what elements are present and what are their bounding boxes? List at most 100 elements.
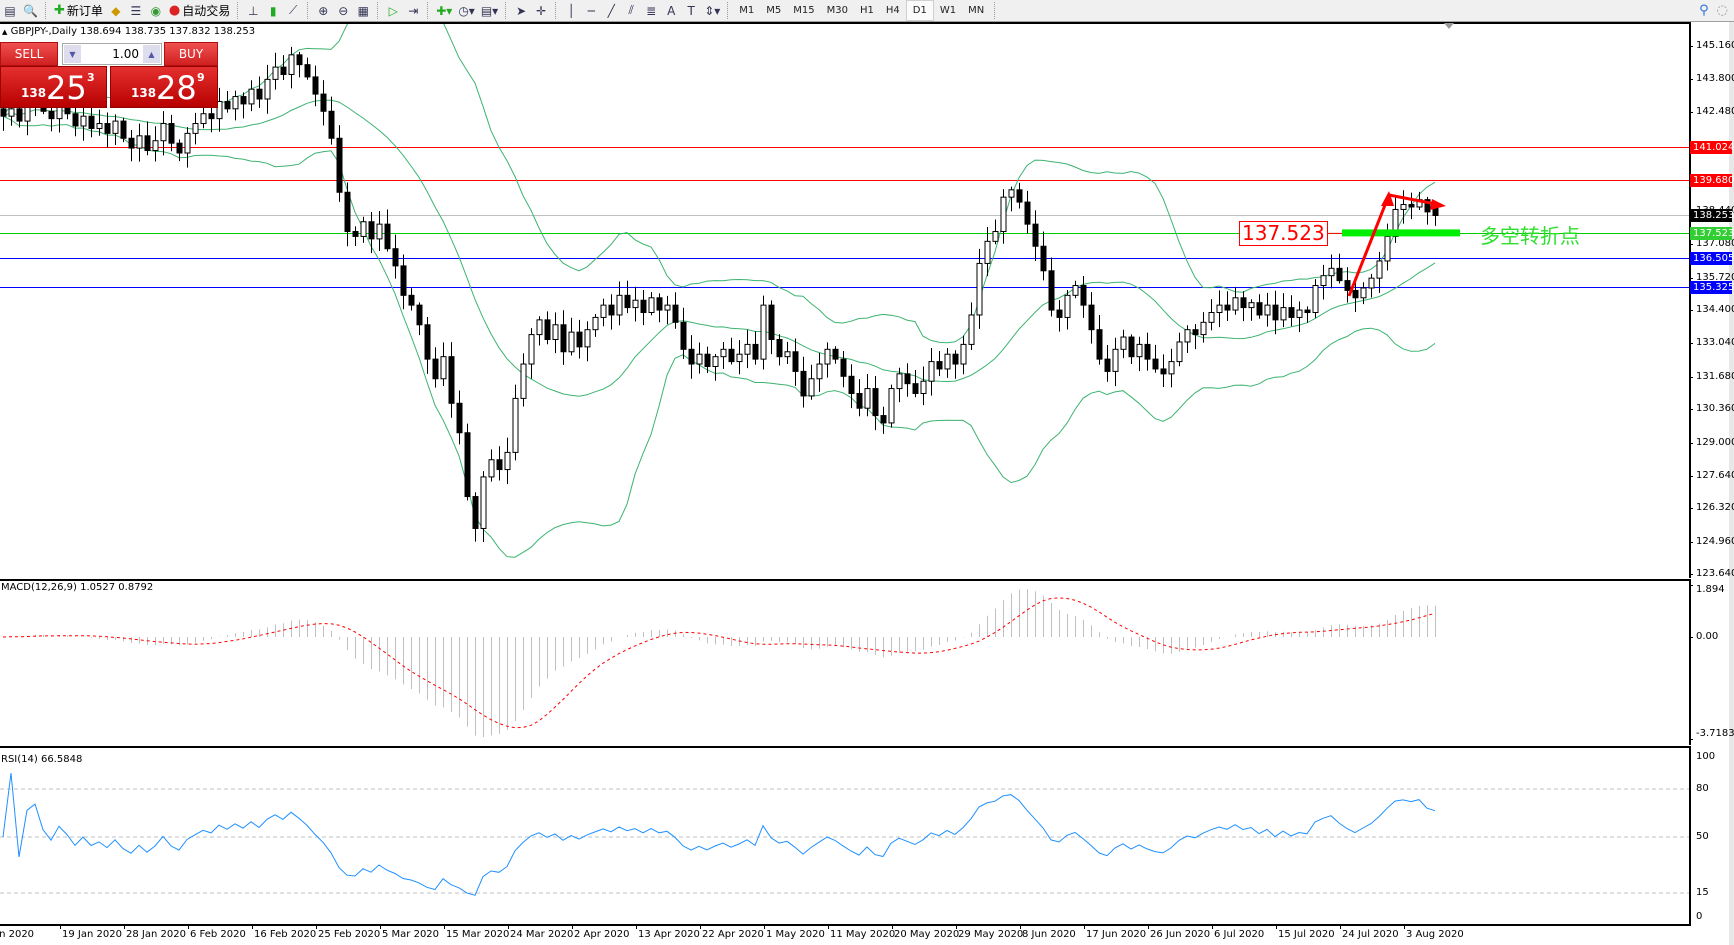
candle-bear-body (120, 120, 127, 139)
timeframe-m5[interactable]: M5 (766, 5, 782, 16)
profiles-icon[interactable]: 🔍 (23, 3, 38, 18)
buy-price-prefix: 138 (131, 86, 157, 100)
pivot-level-label[interactable]: 137.523 (1239, 221, 1328, 246)
one-click-trading-panel: SELL ▼ 1.00 ▲ BUY 138 25 3 138 28 9 (0, 42, 218, 108)
navigator-icon[interactable]: ☰ (130, 3, 142, 18)
candle-bull-body (1320, 275, 1327, 287)
trendline-icon[interactable]: ╱ (607, 3, 615, 18)
sell-button[interactable]: SELL (0, 42, 58, 66)
time-axis-tick (572, 925, 573, 929)
cursor-icon[interactable]: ➤ (516, 3, 527, 18)
lot-decrease-icon[interactable]: ▼ (64, 45, 81, 63)
price-label-135.325[interactable]: 135.325 (1690, 280, 1734, 294)
auto-trading-button[interactable]: ● 自动交易 (166, 1, 233, 20)
timeframe-h4[interactable]: H4 (885, 5, 900, 16)
chart-title: ▲ GBPJPY-,Daily 138.694 138.735 137.832 … (2, 26, 255, 37)
candle-bull-body (1360, 287, 1367, 299)
zoom-in-icon[interactable]: ⊕ (318, 3, 329, 18)
candle (960, 335, 967, 375)
periods-clock-icon[interactable]: ◷▾ (458, 3, 475, 18)
candle (1200, 312, 1207, 343)
candle-bull-body (216, 100, 223, 120)
candle (1040, 231, 1047, 281)
timeframe-m1[interactable]: M1 (739, 5, 755, 16)
timeframe-mn[interactable]: MN (968, 5, 985, 16)
equidistant-channel-icon[interactable]: ⫽ (628, 3, 634, 17)
time-axis-label: 15 Mar 2020 (446, 929, 510, 940)
candle-bear-body (224, 100, 231, 110)
candle-bull-body (184, 132, 191, 154)
tile-windows-icon[interactable]: ▦ (357, 3, 369, 18)
candle-bull-body (720, 348, 727, 358)
candle (688, 335, 695, 379)
time-axis-label: 20 May 2020 (894, 929, 960, 940)
timeframe-m30[interactable]: M30 (826, 5, 848, 16)
candle (1320, 264, 1327, 300)
line-chart-icon[interactable]: ⟋ (289, 3, 298, 17)
candle-bull-body (552, 324, 559, 340)
vertical-line-icon[interactable]: │ (567, 3, 575, 18)
lot-size-value[interactable]: 1.00 (112, 47, 139, 61)
candle-bull-body (96, 123, 103, 129)
timeframe-m15[interactable]: M15 (793, 5, 815, 16)
candle-bear-body (280, 66, 287, 75)
candle-bear-body (1192, 329, 1199, 336)
pivot-annotation-text[interactable]: 多空转折点 (1480, 224, 1580, 248)
price-axis-tick (1689, 508, 1693, 510)
macd-chart[interactable] (0, 581, 1689, 744)
search-icon[interactable]: ⚲ (1699, 3, 1709, 18)
candle-bear-body (72, 113, 79, 127)
timeframe-w1[interactable]: W1 (939, 5, 957, 16)
rsi-chart[interactable] (0, 748, 1689, 924)
timeframe-h1[interactable]: H1 (859, 5, 874, 16)
indicators-icon[interactable]: ✚▾ (436, 3, 453, 18)
chat-icon[interactable]: ◌ (1716, 3, 1728, 18)
price-label-138.253[interactable]: 138.253 (1690, 208, 1734, 222)
signals-icon[interactable]: ◉ (150, 3, 162, 18)
candle (520, 353, 527, 407)
price-label-141.024[interactable]: 141.024 (1690, 140, 1734, 154)
buy-price[interactable]: 138 28 9 (110, 66, 218, 108)
templates-icon[interactable]: ▤▾ (480, 3, 499, 18)
candle (616, 281, 623, 326)
price-label-137.523[interactable]: 137.523 (1690, 226, 1734, 240)
lot-increase-icon[interactable]: ▲ (143, 45, 160, 63)
bar-chart-icon[interactable]: ⊥ (248, 3, 259, 18)
fibonacci-icon[interactable]: ≣ (646, 3, 657, 18)
candle (1400, 190, 1407, 224)
candle (312, 65, 319, 107)
arrows-icon[interactable]: ⇕▾ (704, 3, 721, 18)
chart-shift-marker-icon[interactable] (1444, 23, 1454, 29)
text-icon[interactable]: A (667, 3, 676, 18)
main-chart[interactable] (0, 24, 1689, 577)
toolbar-separator (994, 2, 996, 19)
buy-button[interactable]: BUY (164, 42, 218, 66)
text-label-icon[interactable]: T (687, 3, 695, 18)
chart-shift-icon[interactable]: ⇥ (408, 3, 419, 18)
candle (880, 406, 887, 434)
time-axis-label: 11 May 2020 (830, 929, 896, 940)
horizontal-line-icon[interactable]: ─ (587, 3, 595, 18)
candle (672, 292, 679, 329)
new-chart-icon[interactable]: ▤ (4, 3, 16, 18)
candle (656, 293, 663, 323)
timeframe-d1[interactable]: D1 (905, 0, 934, 21)
crosshair-icon[interactable]: ✛ (536, 3, 547, 18)
candle (624, 280, 631, 314)
sell-price[interactable]: 138 25 3 (0, 66, 107, 108)
time-axis-label: 15 Jul 2020 (1278, 929, 1335, 940)
candle (288, 46, 295, 89)
zoom-out-icon[interactable]: ⊖ (338, 3, 349, 18)
time-axis-tick (444, 925, 445, 929)
auto-scroll-icon[interactable]: ▷ (388, 3, 398, 18)
candle-bull-body (8, 108, 15, 117)
new-order-button[interactable]: ✚ 新订单 (51, 1, 106, 20)
candle (320, 80, 327, 126)
candle-bear-body (792, 351, 799, 372)
candle (1136, 336, 1143, 372)
lot-size-input[interactable]: ▼ 1.00 ▲ (62, 43, 162, 65)
candlestick-chart-icon[interactable]: ▮ (269, 3, 277, 18)
market-watch-icon[interactable]: ◆ (111, 3, 121, 18)
price-label-139.680[interactable]: 139.680 (1690, 173, 1734, 187)
price-label-136.505[interactable]: 136.505 (1690, 251, 1734, 265)
